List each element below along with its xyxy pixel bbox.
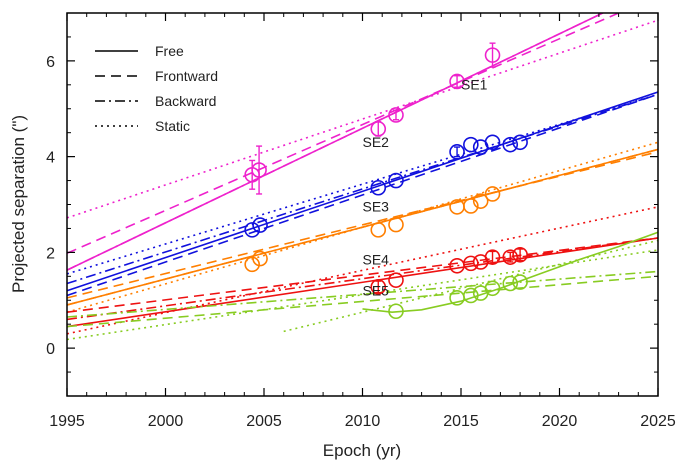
y-tick-label: 4: [46, 150, 55, 167]
fit-line-se2-backward: [67, 93, 658, 285]
data-point-se3: [463, 198, 479, 214]
data-point-se3: [252, 250, 268, 267]
series-labels: SE1 SE2 SE3 SE4 SE5: [363, 77, 488, 299]
data-point-se1: [484, 47, 501, 63]
fit-line-se5-static: [283, 239, 658, 333]
data-point-se4: [463, 255, 479, 272]
legend: Free Frontward Backward Static: [95, 43, 218, 134]
data-point-se5: [512, 274, 528, 290]
data-point-se4: [484, 249, 501, 265]
y-tick-label: 6: [46, 54, 55, 71]
legend-label-backward: Backward: [155, 93, 216, 109]
data-point-se5: [388, 303, 404, 320]
x-axis-title: Epoch (yr): [323, 441, 401, 460]
y-axis-title: Projected separation ("): [9, 115, 28, 293]
data-point-se2: [484, 134, 501, 151]
data-point-se5: [484, 280, 501, 297]
x-tick-label: 2015: [443, 413, 479, 430]
fit-line-se5-free: [362, 231, 658, 314]
x-tick-label: 2020: [542, 413, 578, 430]
series-label-se2: SE2: [363, 134, 390, 150]
data-point-se4: [502, 249, 519, 265]
data-point-se2: [370, 179, 387, 196]
fit-line-se5-staticLow: [67, 249, 658, 341]
legend-label-static: Static: [155, 118, 190, 134]
data-point-se2: [463, 136, 479, 153]
data-point-se4: [370, 279, 387, 295]
data-point-se4: [388, 272, 404, 288]
fit-line-se1-frontward: [67, 13, 619, 255]
x-tick-label: 2010: [345, 413, 381, 430]
data-point-se3: [472, 193, 489, 209]
data-point-se3: [388, 216, 404, 233]
x-tick-label: 2005: [246, 413, 282, 430]
data-point-se1: [370, 121, 387, 137]
data-point-se2: [252, 217, 268, 233]
legend-label-frontward: Frontward: [155, 68, 218, 84]
axes: 1995 2000 2005 2010 2015 2020 2025 0 2 4 6: [46, 12, 676, 430]
fit-lines: [67, 13, 658, 341]
data-point-se2: [502, 136, 519, 153]
data-point-se1: [449, 73, 465, 90]
data-point-se5: [463, 287, 479, 304]
series-label-se3: SE3: [363, 199, 390, 215]
data-point-se2: [449, 144, 465, 160]
data-point-se3: [484, 186, 501, 202]
fit-line-se4-static: [67, 206, 658, 335]
fit-line-se1-static: [67, 19, 658, 219]
fit-line-se2-free: [67, 91, 658, 292]
fit-line-se4-frontward: [67, 237, 658, 313]
fit-line-se2-frontward: [67, 93, 658, 297]
data-point-se1: [388, 107, 404, 123]
fit-line-se2-static: [67, 93, 658, 275]
data-point-se2: [244, 222, 260, 238]
series-label-se5: SE5: [363, 282, 390, 298]
x-tick-label: 2000: [148, 413, 184, 430]
series-label-se4: SE4: [363, 251, 390, 267]
data-points: [244, 42, 528, 320]
y-tick-label: 0: [46, 341, 55, 358]
y-tick-label: 2: [46, 245, 55, 262]
series-label-se1: SE1: [461, 77, 488, 93]
data-point-se2: [512, 134, 528, 151]
x-tick-label: 2025: [640, 413, 676, 430]
legend-label-free: Free: [155, 43, 184, 59]
data-point-se1: [251, 162, 267, 178]
fit-line-se4-free: [67, 237, 658, 328]
data-point-se3: [244, 256, 260, 273]
data-point-se3: [370, 222, 387, 238]
fit-line-se5-frontward: [67, 275, 658, 328]
data-point-se4: [512, 246, 528, 263]
x-tick-label: 1995: [49, 413, 85, 430]
data-point-se2: [388, 172, 404, 189]
data-point-se5: [502, 275, 519, 292]
fit-line-se1-backward: [67, 13, 604, 271]
fit-line-se3-static: [67, 141, 658, 313]
fit-line-se3-frontward: [67, 151, 658, 299]
